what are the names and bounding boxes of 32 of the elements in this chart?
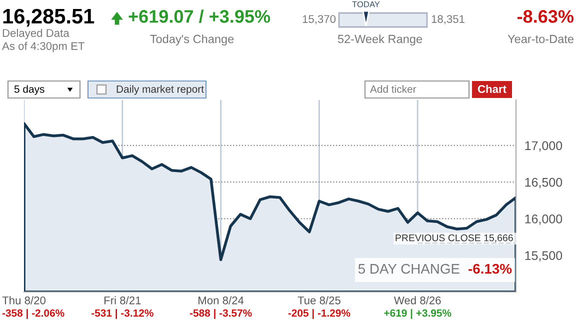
text: Delayed Data <box>2 28 70 40</box>
ref-line-label: PREVIOUS CLOSE 15,666 <box>396 234 513 242</box>
text: Add ticker <box>370 85 416 93</box>
text: Daily market report <box>116 85 204 95</box>
text: -531 | -3.12% <box>92 309 154 319</box>
text: +619.07 / +3.95% <box>128 10 270 24</box>
text: 5 days <box>14 85 44 95</box>
text: -205 | -1.29% <box>288 309 350 319</box>
x-tick-label: Mon 8/24 <box>198 296 244 304</box>
text: 18,351 <box>432 15 464 24</box>
x-tick-label: Thu 8/20 <box>2 296 46 304</box>
x-tick-label: Wed 8/26 <box>394 296 441 304</box>
text: -588 | -3.57% <box>190 309 252 319</box>
annotation: 5 DAY CHANGE <box>358 264 460 274</box>
x-tick-label: Fri 8/21 <box>104 296 141 304</box>
text: Today's Change <box>150 34 234 46</box>
text: 52-Week Range <box>338 34 422 46</box>
text: +619 | +3.95% <box>384 309 452 319</box>
text: As of 4:30pm ET <box>2 42 84 52</box>
y-tick-label: 16,500 <box>525 178 562 188</box>
text: Chart <box>478 84 506 93</box>
text: TODAY <box>352 1 380 8</box>
y-tick-label: 15,500 <box>525 251 562 262</box>
text: -358 | -2.06% <box>2 309 64 319</box>
text: 16,285.51 <box>3 8 94 27</box>
text: 15,370 <box>302 15 336 24</box>
annotation: -6.13% <box>468 264 512 274</box>
text: -8.63% <box>518 10 574 23</box>
y-tick-label: 16,000 <box>525 214 562 225</box>
x-tick-label: Tue 8/25 <box>298 296 340 304</box>
text: Year-to-Date <box>508 34 574 44</box>
y-tick-label: 17,000 <box>525 141 562 152</box>
